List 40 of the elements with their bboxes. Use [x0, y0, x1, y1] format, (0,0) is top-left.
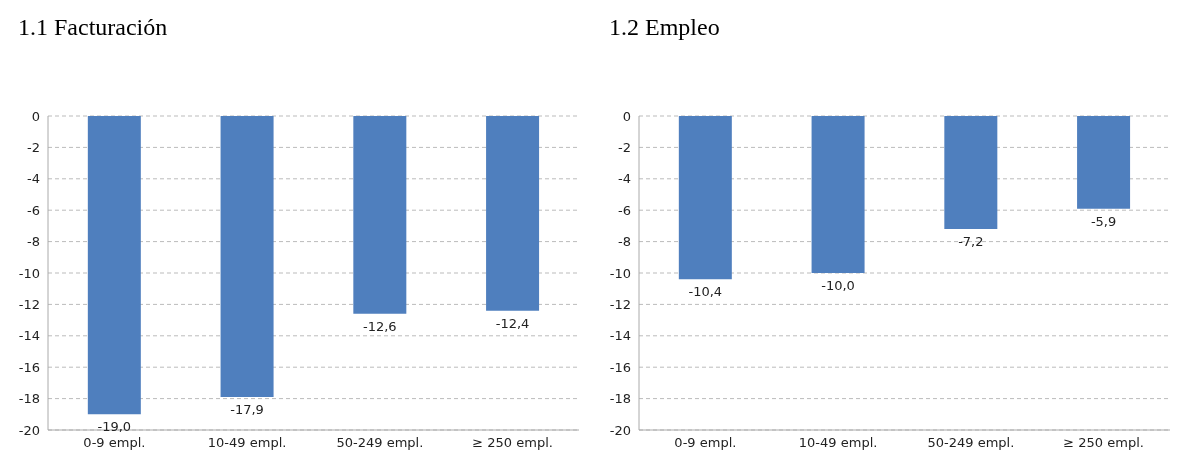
y-tick-label: -12	[18, 297, 40, 313]
y-tick-label: -6	[618, 202, 631, 218]
x-tick-label: ≥ 250 empl.	[1063, 435, 1144, 451]
data-label: -12,6	[363, 318, 397, 334]
y-tick-label: -14	[18, 328, 40, 344]
data-label: -10,0	[821, 278, 855, 293]
x-tick-label: 10-49 empl.	[798, 435, 878, 451]
x-tick-label: 0-9 empl.	[674, 435, 737, 451]
y-tick-label: -20	[609, 422, 631, 438]
y-tick-label: -16	[609, 359, 631, 375]
data-label: -7,2	[958, 234, 984, 250]
x-tick-label: ≥ 250 empl.	[472, 435, 553, 451]
y-tick-label: 0	[622, 108, 631, 124]
y-tick-label: -10	[18, 265, 40, 281]
data-label: -12,4	[495, 315, 530, 331]
y-tick-label: -8	[27, 234, 40, 250]
y-tick-label: -2	[27, 140, 40, 156]
x-tick-label: 0-9 empl.	[83, 435, 146, 451]
y-tick-label: -2	[618, 140, 631, 156]
y-tick-label: -14	[609, 328, 631, 344]
y-tick-label: -16	[18, 359, 40, 375]
y-tick-label: -8	[618, 234, 631, 250]
y-tick-label: 0	[31, 108, 40, 124]
y-tick-label: -4	[618, 171, 631, 187]
data-label: -10,4	[688, 284, 723, 300]
y-tick-label: -10	[609, 265, 631, 281]
y-tick-label: -12	[609, 297, 631, 313]
y-tick-label: -18	[609, 391, 631, 407]
x-tick-label: 10-49 empl.	[207, 435, 287, 451]
y-tick-label: -20	[18, 422, 40, 438]
data-label: -5,9	[1090, 213, 1117, 229]
y-tick-label: -18	[18, 391, 40, 407]
y-tick-label: -4	[27, 171, 40, 187]
chart-title: 1.1 Facturación	[17, 13, 169, 42]
x-tick-label: 50-249 empl.	[927, 435, 1015, 451]
data-label: -19,0	[97, 419, 132, 435]
y-tick-label: -6	[27, 202, 40, 218]
chart-title: 1.2 Empleo	[608, 13, 721, 42]
data-label: -17,9	[230, 402, 264, 418]
x-tick-label: 50-249 empl.	[336, 435, 424, 451]
